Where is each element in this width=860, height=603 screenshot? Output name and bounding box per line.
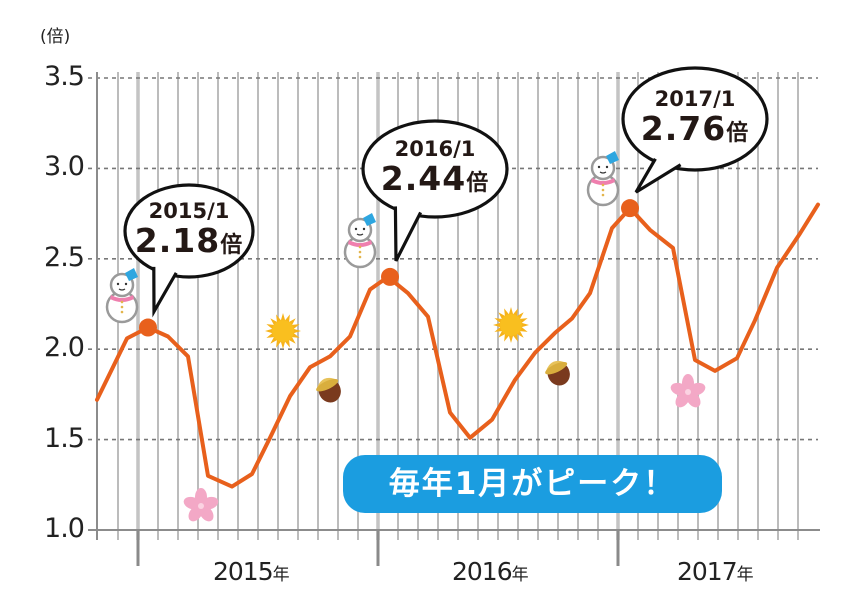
annotation-value: 2.76倍 (640, 109, 750, 148)
decorations (105, 151, 706, 522)
annotation-date: 2016/1 (394, 137, 476, 161)
annotation-label: 2017/1 2.76倍 (623, 87, 767, 152)
y-tick-label: 1.0 (44, 513, 85, 544)
peak-dot (621, 199, 639, 218)
year-label: 2015年 (213, 557, 290, 586)
sun-icon (493, 307, 529, 343)
y-tick-label: 1.5 (44, 422, 85, 454)
y-tick-label: 2.5 (44, 241, 85, 273)
data-line (95, 202, 820, 489)
annotation-label: 2016/1 2.44倍 (363, 137, 507, 202)
snowman-icon (343, 213, 377, 269)
y-tick-label: 2.0 (44, 332, 85, 364)
annotation-value: 2.18倍 (134, 221, 244, 260)
sakura-icon (670, 374, 706, 408)
speech-bubble (123, 183, 255, 318)
year-label: 2016年 (452, 557, 529, 586)
annotation-date: 2015/1 (148, 199, 230, 223)
annotation-label: 2015/1 2.18倍 (125, 199, 253, 264)
annotation-value: 2.44倍 (380, 159, 490, 198)
y-tick-label: 3.0 (44, 151, 85, 183)
year-label: 2017年 (677, 557, 754, 586)
y-tick-label: 3.5 (44, 61, 85, 92)
peak-dot (381, 267, 399, 286)
snowman-icon (586, 151, 620, 207)
sun-icon (265, 313, 301, 349)
peak-callout-badge: 毎年1月がピーク！ (343, 455, 722, 513)
peak-dots (139, 199, 639, 337)
speech-bubble (621, 66, 769, 194)
speech-bubble (361, 119, 509, 262)
y-axis-unit: (倍) (40, 27, 71, 47)
acorn-icon (316, 377, 341, 403)
acorn-icon (545, 360, 570, 386)
annotation-date: 2017/1 (654, 87, 736, 111)
peak-dot (139, 318, 157, 337)
snowman-icon (105, 268, 139, 324)
annotation-bubbles (123, 66, 769, 318)
sakura-icon (183, 488, 219, 522)
